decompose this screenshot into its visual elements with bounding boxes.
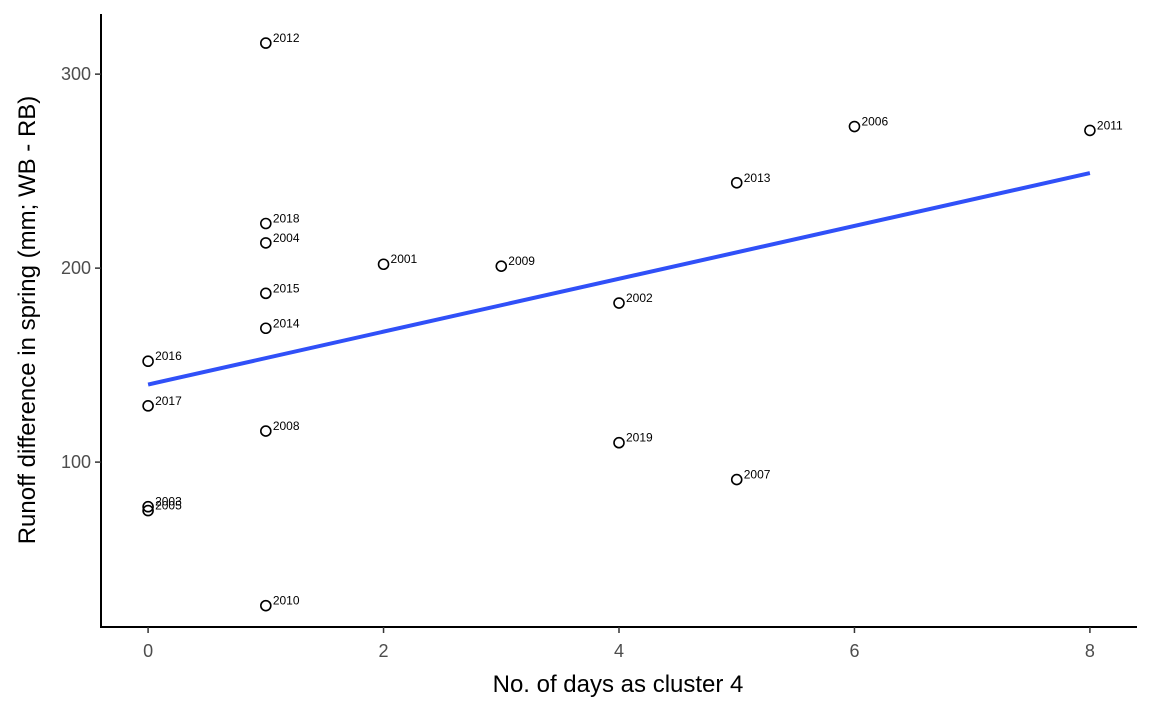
point-label-2008: 2008 <box>273 419 300 433</box>
point-label-2013: 2013 <box>744 171 771 185</box>
point-label-2011: 2011 <box>1097 118 1123 132</box>
point-labels-layer: 2012 2006 2011 2013 2018 2004 2001 2009 2015 2002… <box>155 31 1123 608</box>
data-point-2016 <box>142 355 154 368</box>
point-label-2010: 2010 <box>273 594 300 608</box>
x-tick-label-8: 8 <box>1085 641 1095 661</box>
point-label-2016: 2016 <box>155 349 182 363</box>
x-tick-label-4: 4 <box>614 641 624 661</box>
point-label-2017: 2017 <box>155 394 182 408</box>
data-point-2012 <box>260 37 272 49</box>
point-label-2014: 2014 <box>273 316 300 330</box>
x-tick-label-6: 6 <box>849 641 859 661</box>
x-tick-label-2: 2 <box>379 641 389 661</box>
data-point-2015 <box>260 287 272 300</box>
x-tick-label-0: 0 <box>143 641 153 661</box>
trend-layer <box>147 171 1091 387</box>
point-label-2019: 2019 <box>626 431 653 445</box>
point-label-2006: 2006 <box>861 115 888 129</box>
data-point-2007 <box>730 473 743 486</box>
data-point-2008 <box>260 425 272 437</box>
y-tick-label-100: 100 <box>61 452 91 472</box>
x-axis-title: No. of days as cluster 4 <box>493 671 744 698</box>
data-point-2017 <box>142 400 154 412</box>
point-label-2005: 2005 <box>155 499 182 513</box>
y-ticks-layer: 100 200 300 <box>61 64 101 472</box>
points-layer <box>142 37 1096 612</box>
y-tick-label-300: 300 <box>61 64 91 84</box>
data-point-2006 <box>848 120 861 133</box>
point-label-2009: 2009 <box>508 254 535 268</box>
data-point-2013 <box>730 176 743 189</box>
data-point-2019 <box>613 436 625 449</box>
y-tick-label-200: 200 <box>61 258 91 278</box>
point-label-2012: 2012 <box>273 31 300 45</box>
y-axis-title: Runoff difference in spring (mm; WB - RB… <box>14 96 41 545</box>
point-label-2004: 2004 <box>273 231 300 245</box>
data-point-2003 <box>142 500 154 513</box>
data-point-2009 <box>495 260 508 272</box>
x-ticks-layer: 0 2 4 6 8 <box>143 627 1095 661</box>
point-label-2015: 2015 <box>273 281 300 295</box>
point-label-2018: 2018 <box>273 212 300 226</box>
data-point-2005 <box>142 504 154 517</box>
data-point-2010 <box>260 599 272 612</box>
data-point-2011 <box>1084 124 1096 137</box>
point-label-2003: 2003 <box>155 495 182 509</box>
data-point-2004 <box>260 237 272 249</box>
trend-line <box>147 171 1091 387</box>
point-label-2002: 2002 <box>626 291 653 305</box>
data-point-2018 <box>260 217 272 230</box>
point-label-2007: 2007 <box>744 468 771 482</box>
data-point-2002 <box>613 297 625 309</box>
point-label-2001: 2001 <box>391 252 418 266</box>
data-point-2001 <box>377 258 390 271</box>
data-point-2014 <box>260 322 272 335</box>
